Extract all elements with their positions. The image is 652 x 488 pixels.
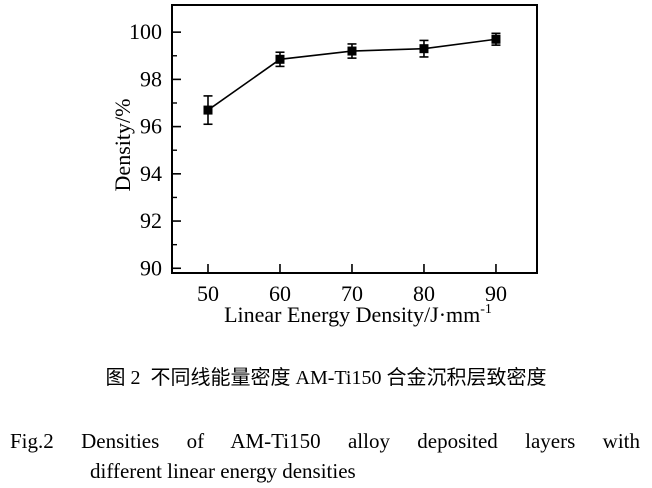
- caption-english-line1: Fig.2 Densities of AM-Ti150 alloy deposi…: [10, 429, 640, 453]
- density-line-chart: 50 60 70 80 90 90 92 94 96 98 100 Density/% Linear E…: [110, 4, 538, 327]
- data-point-marker: [419, 44, 429, 54]
- y-axis-label: Density/%: [110, 99, 135, 192]
- x-tick-label: 90: [485, 281, 507, 306]
- x-tick-label: 70: [341, 281, 363, 306]
- y-tick-label: 92: [140, 208, 162, 233]
- y-tick-label: 90: [140, 255, 162, 280]
- data-point-marker: [491, 34, 501, 44]
- x-tick-label: 50: [197, 281, 219, 306]
- data-point-marker: [275, 54, 285, 64]
- y-tick-label: 98: [140, 66, 162, 91]
- caption-chinese: 图 2 不同线能量密度 AM-Ti150 合金沉积层致密度: [105, 367, 547, 389]
- y-tick-label: 96: [140, 114, 162, 139]
- x-tick-label: 80: [413, 281, 435, 306]
- y-tick-label: 94: [140, 161, 162, 186]
- x-tick-label: 60: [269, 281, 291, 306]
- caption-english-line2: different linear energy densities: [90, 459, 356, 483]
- plot-frame: [171, 4, 538, 274]
- data-point-marker: [203, 105, 213, 115]
- x-axis-label: Linear Energy Density/J·mm-1: [224, 302, 492, 327]
- y-tick-label: 100: [129, 19, 162, 44]
- data-point-marker: [347, 46, 357, 56]
